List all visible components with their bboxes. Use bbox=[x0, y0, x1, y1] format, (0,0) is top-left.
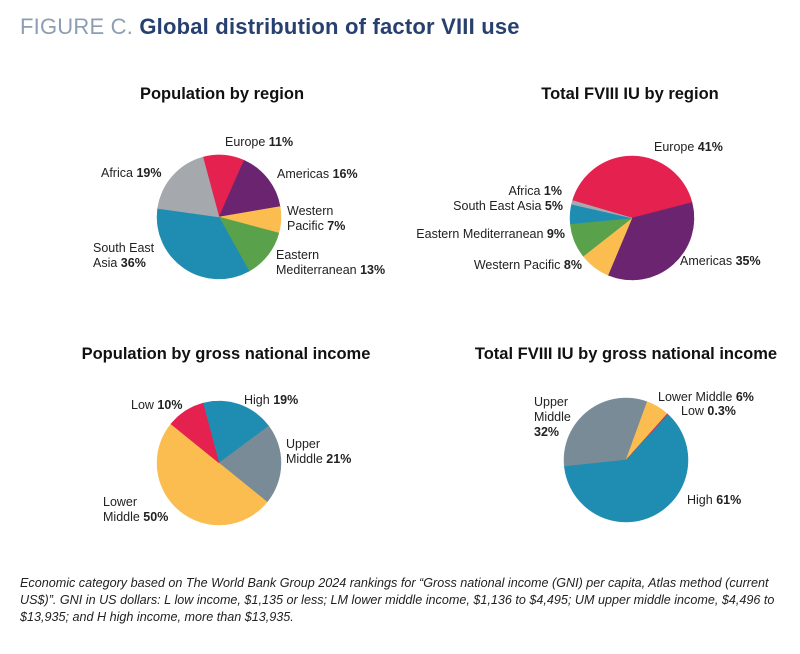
pie-slice-lower-middle bbox=[156, 423, 268, 526]
data-label: Americas 35% bbox=[680, 254, 761, 268]
data-label: Eastern Mediterranean 9% bbox=[416, 227, 565, 241]
pie-population-gni bbox=[156, 400, 282, 526]
data-label: Americas 16% bbox=[277, 167, 358, 181]
chart-title: Population by region bbox=[140, 85, 304, 103]
figure-title: FIGURE C. Global distribution of factor … bbox=[20, 14, 520, 40]
figure-label: FIGURE C. bbox=[20, 14, 134, 39]
pie-fviii-gni bbox=[563, 397, 689, 523]
chart-title: Total FVIII IU by gross national income bbox=[475, 345, 777, 363]
pie-slice-africa bbox=[157, 156, 220, 218]
data-label: Eastern Mediterranean 13% bbox=[276, 248, 385, 277]
data-label: Low 10% bbox=[131, 398, 182, 412]
data-label: Upper Middle 32% bbox=[534, 395, 571, 439]
pie-fviii-region bbox=[569, 155, 695, 281]
data-label: Europe 11% bbox=[225, 135, 293, 149]
data-label: South East Asia 36% bbox=[93, 241, 155, 270]
footnote: Economic category based on The World Ban… bbox=[20, 576, 775, 624]
data-label: Western Pacific 8% bbox=[474, 258, 582, 272]
data-label: Africa 19% bbox=[101, 166, 161, 180]
data-label: South East Asia 5% bbox=[453, 199, 563, 213]
data-label: Western Pacific 7% bbox=[287, 204, 345, 233]
pie-population-region bbox=[156, 154, 282, 280]
data-label: High 19% bbox=[244, 393, 298, 407]
pie-slice-high bbox=[202, 400, 270, 464]
pie-slice-africa bbox=[571, 200, 633, 219]
data-label: Lower Middle 6% bbox=[658, 390, 754, 404]
chart-title: Total FVIII IU by region bbox=[541, 85, 719, 103]
data-label: Africa 1% bbox=[508, 184, 562, 198]
data-label: Low 0.3% bbox=[681, 404, 736, 418]
pie-slice-upper-middle bbox=[218, 425, 282, 503]
pie-slice-upper-middle bbox=[563, 397, 648, 467]
pie-slice-high bbox=[564, 414, 689, 523]
pie-slice-americas bbox=[218, 159, 281, 218]
pie-slice-europe bbox=[572, 155, 693, 219]
pie-slice-south-east-asia bbox=[156, 208, 250, 280]
pie-slice-americas bbox=[607, 202, 695, 281]
data-label: Lower Middle 50% bbox=[103, 495, 168, 524]
pie-slice-low bbox=[170, 402, 220, 464]
figure-title-text: Global distribution of factor VIII use bbox=[139, 14, 520, 39]
data-label: Upper Middle 21% bbox=[286, 437, 351, 466]
data-label: Europe 41% bbox=[654, 140, 723, 154]
data-label: High 61% bbox=[687, 493, 741, 507]
chart-title: Population by gross national income bbox=[82, 345, 371, 363]
